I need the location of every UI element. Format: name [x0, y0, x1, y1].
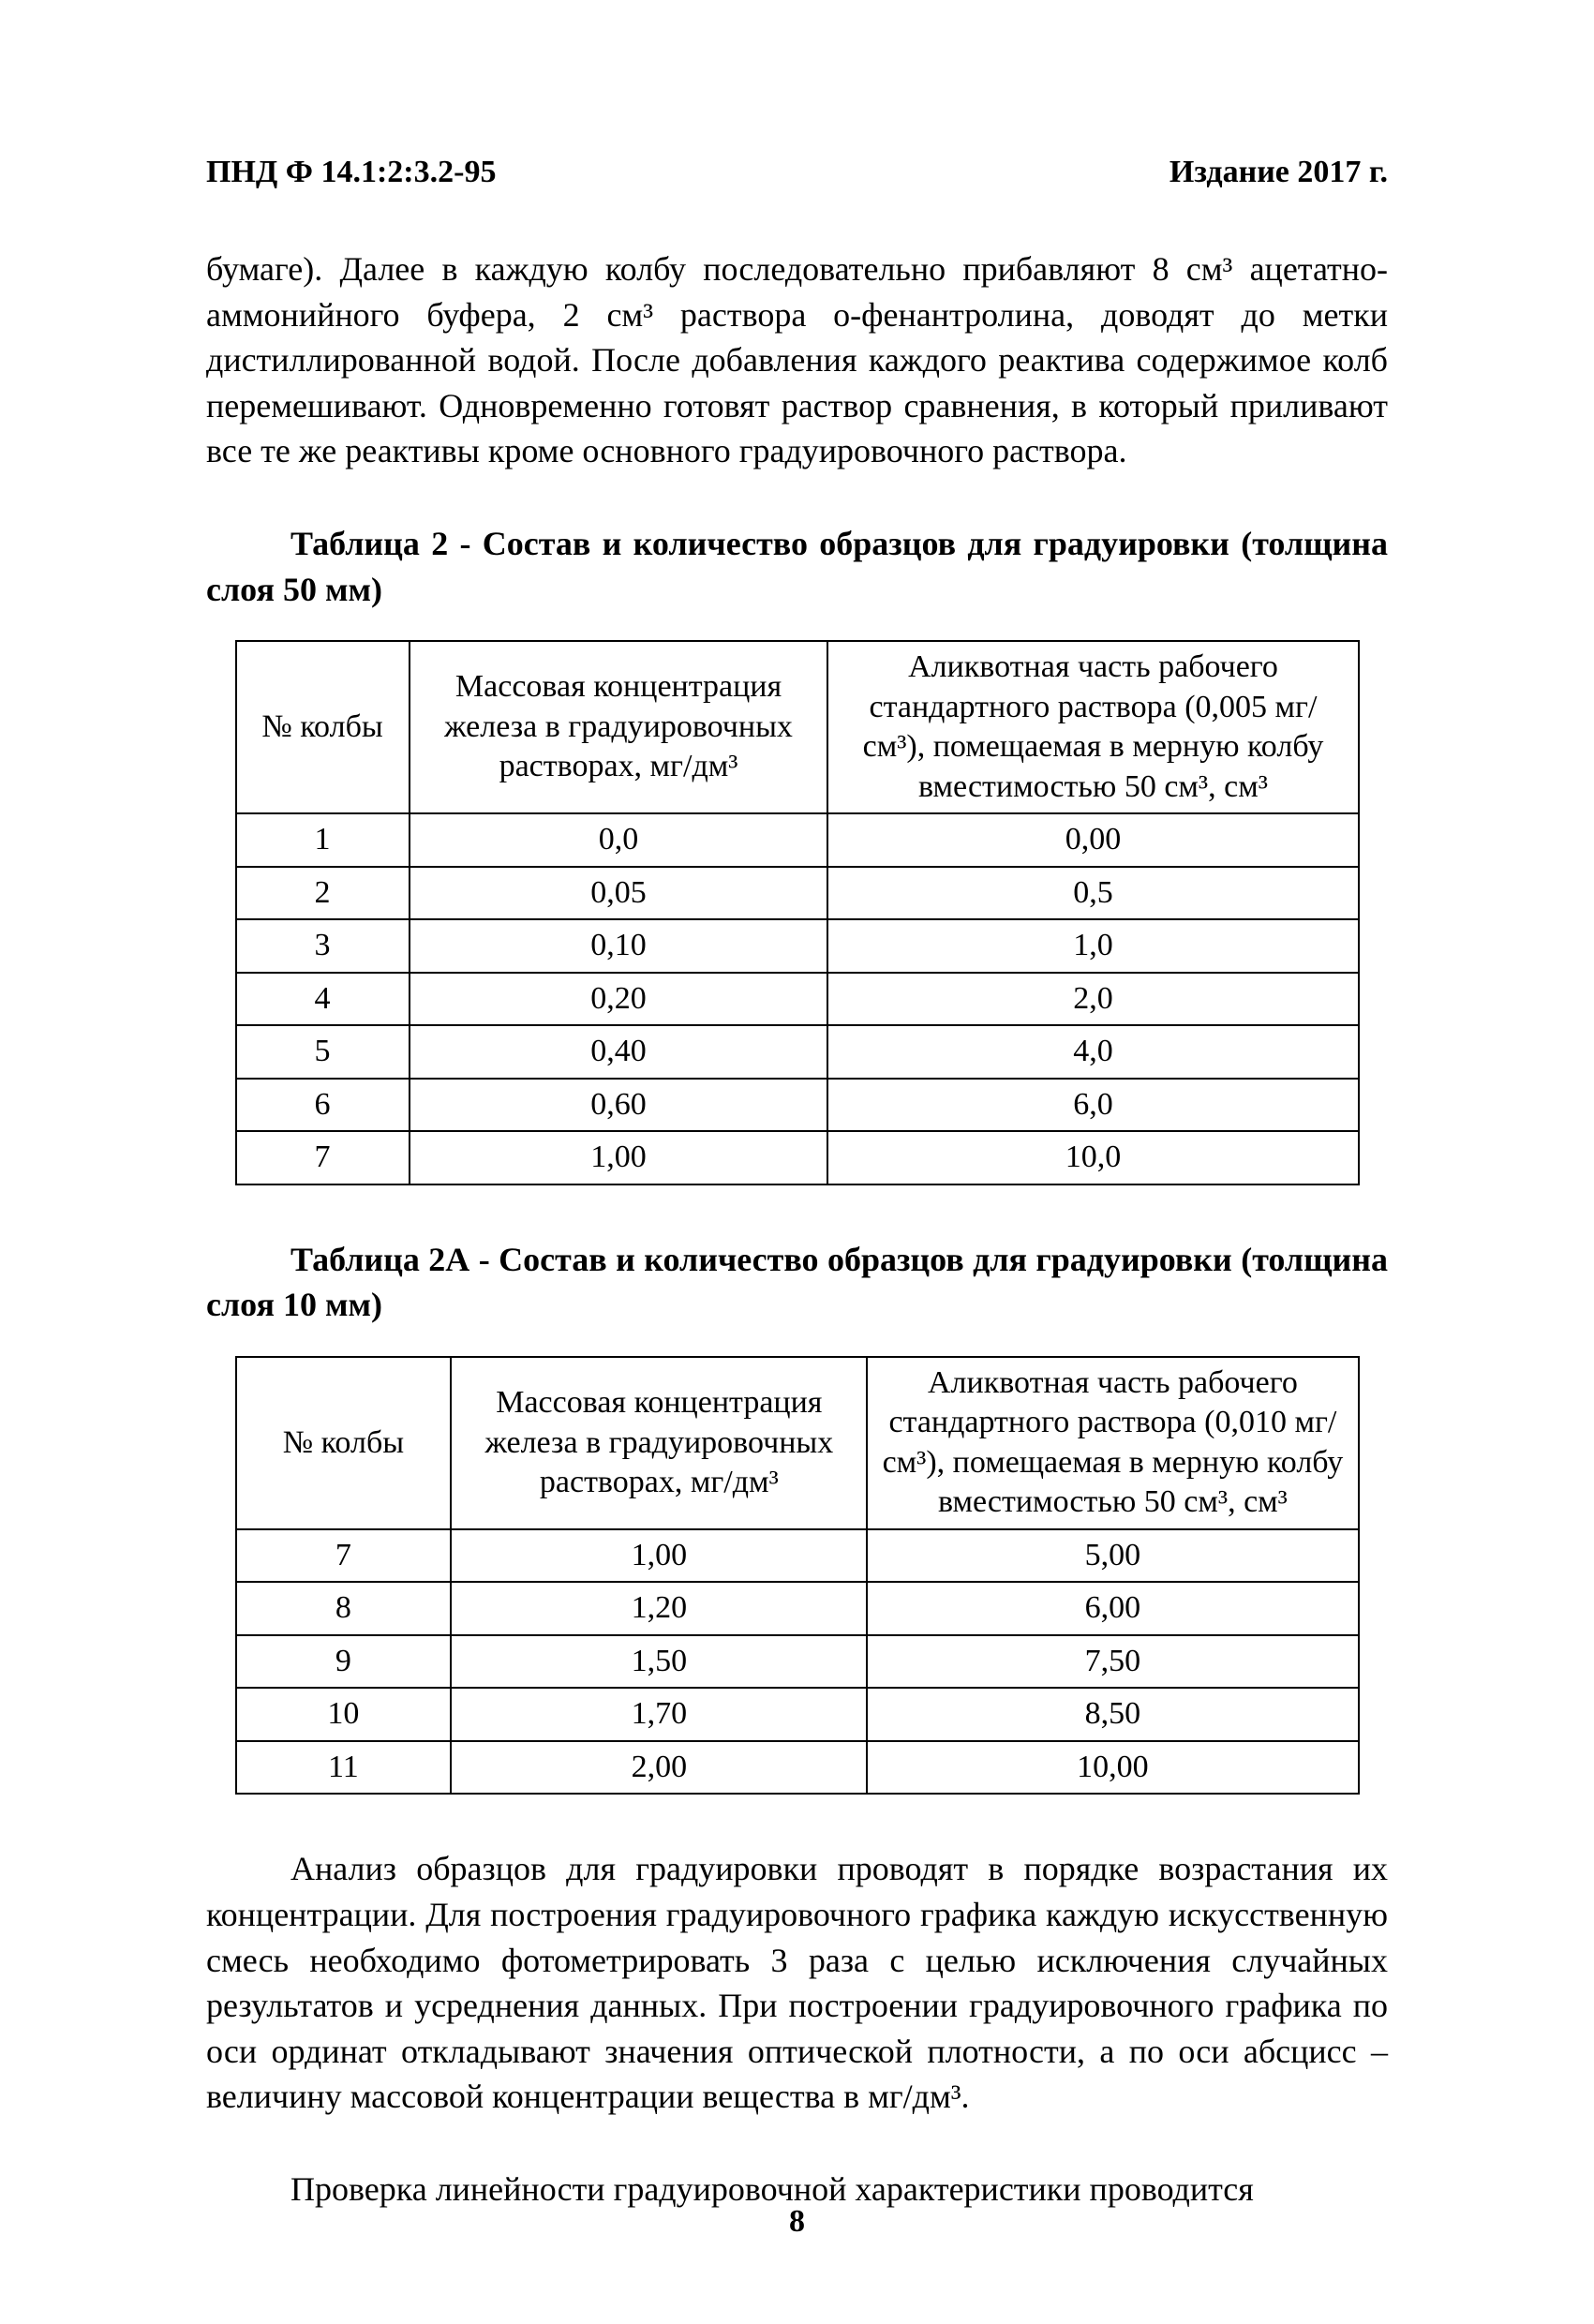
table-cell: 8 [236, 1582, 452, 1635]
table-cell: 6,0 [827, 1079, 1358, 1132]
col-header: № колбы [236, 1357, 452, 1529]
table-cell: 4,0 [827, 1025, 1358, 1079]
table-cell: 1,50 [451, 1635, 867, 1689]
table-row: 91,507,50 [236, 1635, 1359, 1689]
table-cell: 1,00 [451, 1529, 867, 1583]
table-cell: 0,10 [410, 919, 828, 973]
table-cell: 0,05 [410, 867, 828, 920]
table-row: 71,005,00 [236, 1529, 1359, 1583]
table-2a: № колбы Массовая концентрация железа в г… [235, 1356, 1360, 1795]
table-cell: 3 [236, 919, 410, 973]
table-row: 101,708,50 [236, 1688, 1359, 1741]
table2-body: 71,005,0081,206,0091,507,50101,708,50112… [236, 1529, 1359, 1795]
table-1: № колбы Массовая концентрация железа в г… [235, 640, 1360, 1185]
table-cell: 0,5 [827, 867, 1358, 920]
table-cell: 0,20 [410, 973, 828, 1026]
table-cell: 7 [236, 1131, 410, 1184]
doc-edition: Издание 2017 г. [1169, 155, 1388, 190]
table-cell: 1,00 [410, 1131, 828, 1184]
table-cell: 7,50 [867, 1635, 1358, 1689]
table-cell: 2,0 [827, 973, 1358, 1026]
table-cell: 1,0 [827, 919, 1358, 973]
col-header: Аликвотная часть рабочего стандартного р… [827, 641, 1358, 813]
table-row: 112,0010,00 [236, 1741, 1359, 1795]
table-row: 30,101,0 [236, 919, 1359, 973]
table-row: 50,404,0 [236, 1025, 1359, 1079]
table-cell: 10,0 [827, 1131, 1358, 1184]
col-header: Массовая концентрация железа в градуиров… [410, 641, 828, 813]
table-cell: 11 [236, 1741, 452, 1795]
page: ПНД Ф 14.1:2:3.2-95 Издание 2017 г. бума… [0, 0, 1594, 2324]
table-cell: 6 [236, 1079, 410, 1132]
table-cell: 5,00 [867, 1529, 1358, 1583]
table-cell: 5 [236, 1025, 410, 1079]
table-row: 81,206,00 [236, 1582, 1359, 1635]
table2-caption: Таблица 2А - Состав и количество образцо… [206, 1237, 1388, 1328]
table-row: 71,0010,0 [236, 1131, 1359, 1184]
table-cell: 0,60 [410, 1079, 828, 1132]
col-header: Аликвотная часть рабочего стандартного р… [867, 1357, 1358, 1529]
table-cell: 0,00 [827, 813, 1358, 867]
table-cell: 2 [236, 867, 410, 920]
running-header: ПНД Ф 14.1:2:3.2-95 Издание 2017 г. [206, 155, 1388, 190]
table-cell: 1,70 [451, 1688, 867, 1741]
doc-code: ПНД Ф 14.1:2:3.2-95 [206, 155, 496, 190]
table-cell: 9 [236, 1635, 452, 1689]
paragraph-top: бумаге). Далее в каждую колбу последоват… [206, 246, 1388, 474]
table-cell: 1 [236, 813, 410, 867]
table-row: 20,050,5 [236, 867, 1359, 920]
col-header: Массовая концентрация железа в градуиров… [451, 1357, 867, 1529]
table-cell: 0,0 [410, 813, 828, 867]
table-row: 60,606,0 [236, 1079, 1359, 1132]
table-cell: 2,00 [451, 1741, 867, 1795]
table-cell: 10,00 [867, 1741, 1358, 1795]
table-header-row: № колбы Массовая концентрация железа в г… [236, 1357, 1359, 1529]
table-row: 40,202,0 [236, 973, 1359, 1026]
table-cell: 7 [236, 1529, 452, 1583]
table-header-row: № колбы Массовая концентрация железа в г… [236, 641, 1359, 813]
page-number: 8 [0, 2204, 1594, 2240]
col-header: № колбы [236, 641, 410, 813]
table-cell: 4 [236, 973, 410, 1026]
table1-caption: Таблица 2 - Состав и количество образцов… [206, 521, 1388, 612]
table-cell: 10 [236, 1688, 452, 1741]
table1-body: 10,00,0020,050,530,101,040,202,050,404,0… [236, 813, 1359, 1184]
paragraph-bottom-1: Анализ образцов для градуировки проводят… [206, 1846, 1388, 2120]
table-row: 10,00,00 [236, 813, 1359, 867]
table-cell: 6,00 [867, 1582, 1358, 1635]
table-cell: 8,50 [867, 1688, 1358, 1741]
table-cell: 1,20 [451, 1582, 867, 1635]
table-cell: 0,40 [410, 1025, 828, 1079]
